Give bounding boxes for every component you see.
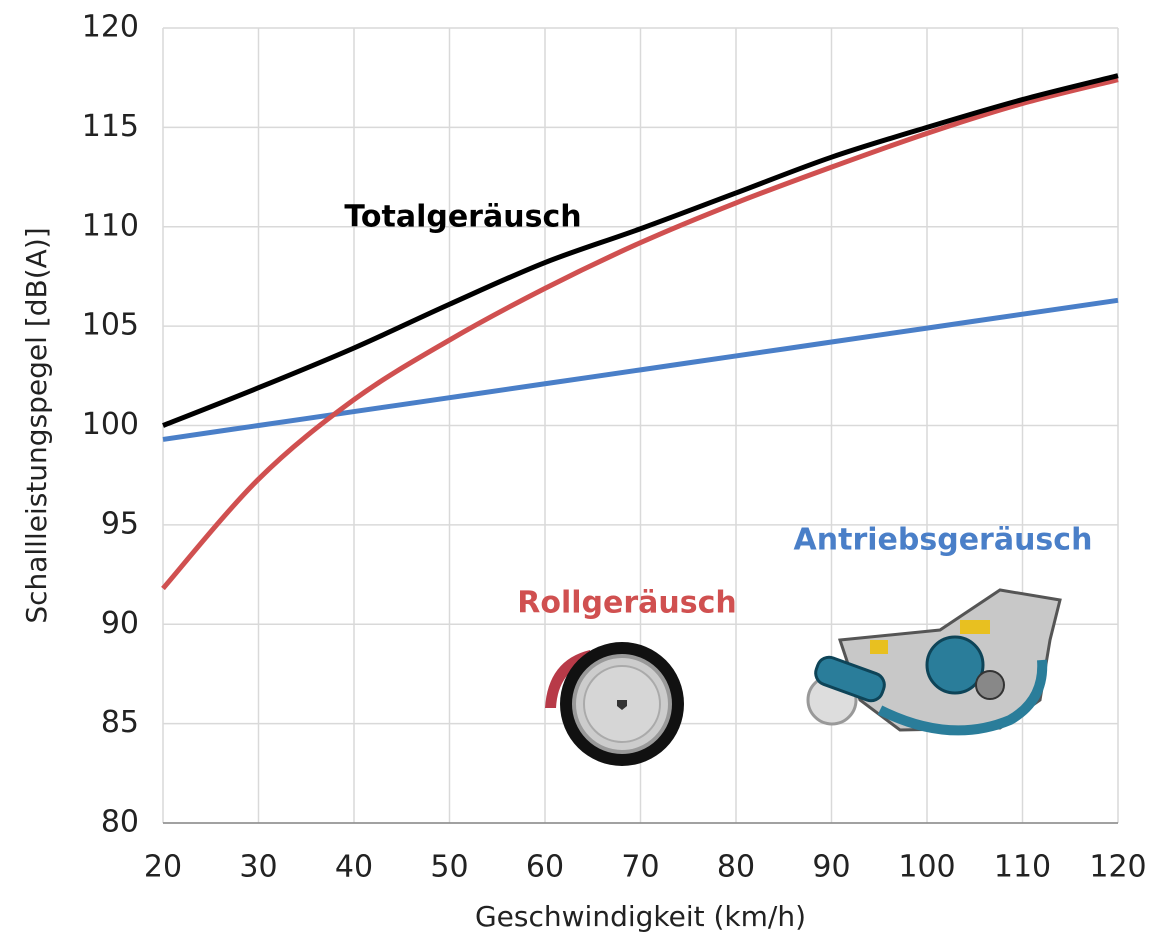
- y-tick-label: 95: [101, 506, 139, 541]
- engine-icon: [808, 590, 1060, 730]
- x-tick-label: 90: [812, 850, 850, 885]
- x-axis-title: Geschwindigkeit (km/h): [475, 900, 806, 933]
- y-tick-label: 110: [82, 208, 139, 243]
- axes: 80 85 90 95 100 105 110 115 120 20 30 40 50 60 70 80 90 1…: [20, 10, 1147, 934]
- x-tick-label: 120: [1089, 850, 1146, 885]
- y-tick-label: 100: [82, 407, 139, 442]
- x-tick-label: 20: [144, 850, 182, 885]
- x-tick-label: 110: [994, 850, 1051, 885]
- series-label: Rollgeräusch: [517, 586, 737, 621]
- x-tick-label: 100: [898, 850, 955, 885]
- x-tick-label: 30: [239, 850, 277, 885]
- y-tick-label: 115: [82, 109, 139, 144]
- y-tick-label: 80: [101, 805, 139, 840]
- x-tick-label: 50: [430, 850, 468, 885]
- x-tick-label: 80: [717, 850, 755, 885]
- x-tick-label: 70: [621, 850, 659, 885]
- y-tick-label: 85: [101, 705, 139, 740]
- chart: 80 85 90 95 100 105 110 115 120 20 30 40 50 60 70 80 90 1…: [0, 0, 1161, 946]
- y-tick-label: 120: [82, 10, 139, 45]
- x-tick-label: 40: [335, 850, 373, 885]
- series-label: Antriebsgeräusch: [794, 523, 1093, 558]
- wheel-icon: [545, 642, 684, 766]
- y-axis-title: Schallleistungspegel [dB(A)]: [20, 227, 53, 623]
- y-tick-label: 90: [101, 606, 139, 641]
- y-tick-label: 105: [82, 308, 139, 343]
- x-tick-label: 60: [526, 850, 564, 885]
- series-label: Totalgeräusch: [344, 200, 581, 235]
